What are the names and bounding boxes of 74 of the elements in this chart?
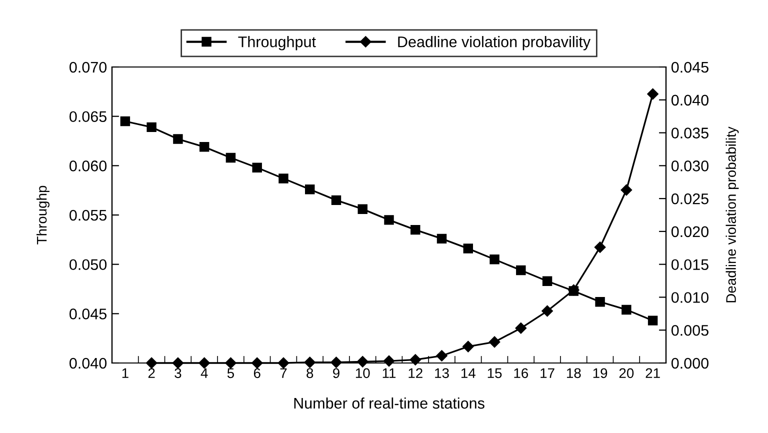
point	[620, 184, 632, 196]
point	[252, 162, 262, 172]
y2-tick-label: 0.045	[671, 62, 708, 73]
x-tick-label: 3	[174, 368, 182, 378]
x-tick-label: 6	[254, 368, 260, 378]
x-tick-label: 20	[619, 368, 634, 378]
point	[595, 296, 605, 307]
y-tick-label: 0.040	[70, 358, 107, 369]
point	[278, 174, 288, 184]
x-tick-label: 5	[227, 368, 234, 378]
point	[358, 204, 368, 214]
point	[542, 276, 552, 286]
point	[594, 242, 606, 253]
point	[515, 322, 527, 334]
y2-tick-label: 0.020	[671, 226, 708, 238]
x-tick-label: 12	[408, 368, 422, 378]
point	[463, 244, 474, 254]
x-tick-label: 7	[280, 368, 287, 378]
y-tick-label: 0.060	[70, 160, 107, 172]
x-tick-label: 11	[382, 368, 396, 378]
y2-tick-label: 0.000	[671, 358, 708, 369]
x-tick-label: 19	[593, 368, 608, 378]
y-tick-label: 0.070	[70, 62, 107, 73]
x-tick-label: 18	[567, 368, 581, 378]
point	[436, 234, 447, 244]
point	[146, 122, 156, 132]
legend-label: Throughput	[238, 36, 316, 50]
x-tick-label: 9	[333, 368, 340, 378]
point	[568, 286, 579, 296]
y2-tick-label: 0.030	[671, 160, 708, 172]
legend-label: Deadline violation probavility	[398, 36, 591, 50]
point	[331, 195, 342, 206]
point	[516, 265, 526, 276]
point	[410, 354, 421, 366]
y2-tick-label: 0.015	[671, 259, 708, 270]
y-tick-label: 0.065	[70, 111, 106, 122]
x-tick-label: 1	[122, 368, 128, 378]
point	[647, 88, 658, 100]
x-tick-label: 13	[435, 368, 449, 378]
point	[199, 142, 210, 152]
y-tick-label: 0.050	[70, 259, 107, 270]
y2-tick-label: 0.005	[671, 324, 708, 336]
x-tick-label: 10	[356, 368, 370, 378]
point	[304, 184, 315, 194]
point	[488, 336, 500, 348]
x-axis-title: Number of real-time stations	[294, 397, 484, 409]
x-tick-label: 16	[514, 368, 528, 378]
point	[173, 134, 183, 144]
point	[384, 215, 394, 225]
x-tick-label: 17	[540, 368, 554, 378]
x-tick-label: 21	[646, 368, 660, 378]
y-tick-label: 0.045	[70, 308, 106, 320]
point	[120, 116, 130, 126]
y2-tick-label: 0.035	[671, 128, 708, 138]
point	[226, 152, 236, 163]
y2-tick-label: 0.040	[671, 94, 708, 106]
y-axis-title: Throughp	[36, 186, 50, 244]
x-tick-label: 14	[461, 368, 476, 378]
y2-tick-label: 0.010	[671, 292, 708, 303]
point	[490, 254, 500, 264]
point	[198, 357, 210, 369]
point	[462, 340, 474, 352]
x-tick-label: 8	[306, 368, 314, 378]
y2-axis-title: Deadline violation probability	[726, 126, 739, 302]
point	[648, 316, 658, 326]
x-tick-label: 15	[488, 368, 502, 378]
point	[542, 305, 553, 317]
y-tick-label: 0.055	[70, 210, 106, 221]
point	[622, 304, 632, 315]
point	[436, 350, 448, 362]
point	[410, 224, 420, 235]
x-tick-label: 2	[148, 368, 155, 378]
x-tick-label: 4	[200, 368, 208, 378]
y2-tick-label: 0.025	[671, 193, 708, 204]
